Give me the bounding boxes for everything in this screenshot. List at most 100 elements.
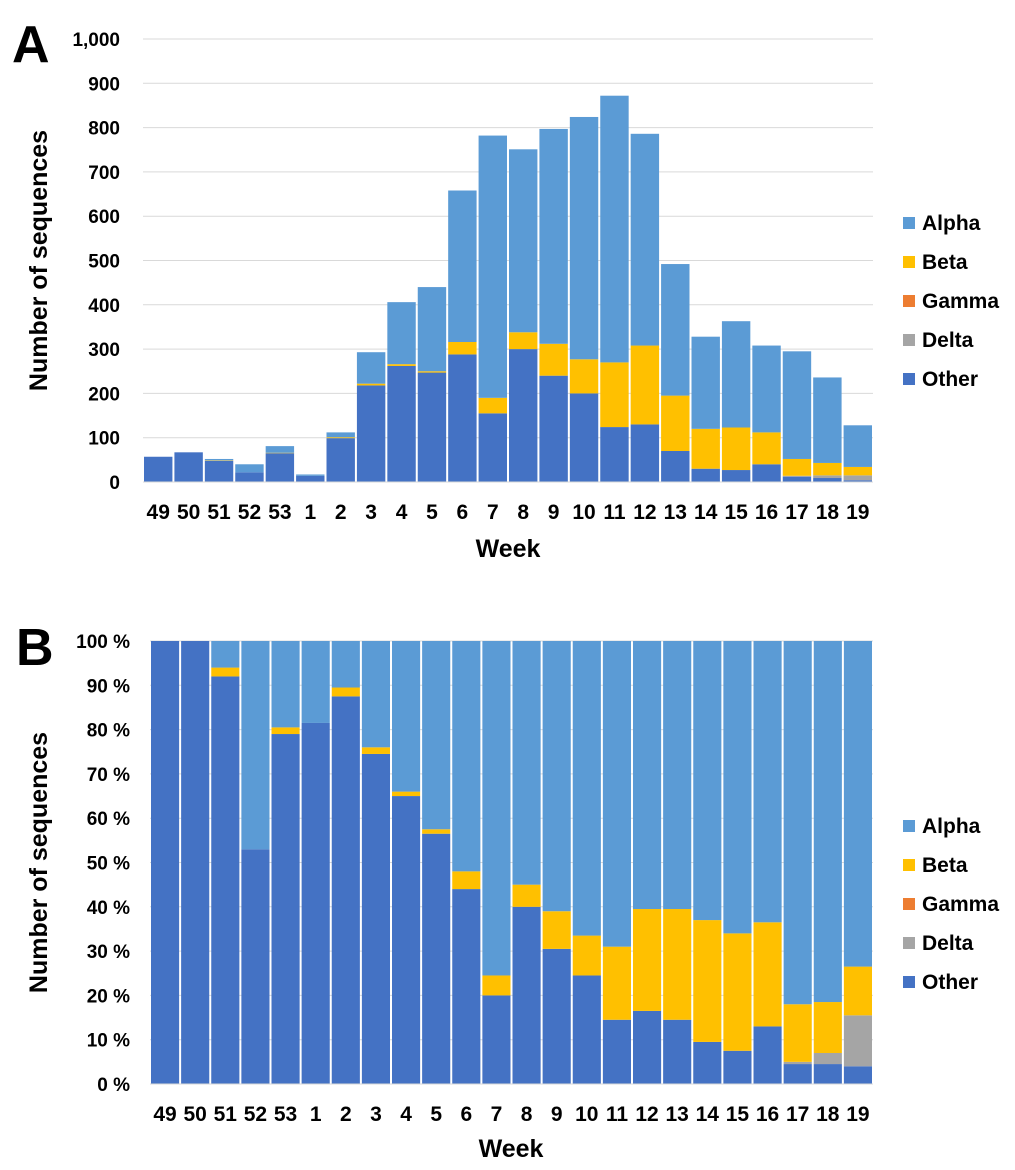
bar-other-week-53	[272, 734, 300, 1084]
bar-beta-week-11	[600, 362, 628, 427]
x-tick-label: 5	[426, 501, 438, 524]
bar-alpha-week-11	[600, 96, 628, 363]
x-tick-label: 7	[491, 1103, 503, 1126]
y-tick-label: 50 %	[87, 854, 130, 875]
bar-beta-week-9	[543, 911, 571, 949]
bar-other-week-8	[509, 349, 537, 482]
bar-alpha-week-1	[302, 641, 330, 723]
y-tick-label: 700	[88, 163, 120, 184]
bar-beta-week-17	[783, 459, 811, 476]
bar-alpha-week-9	[539, 129, 567, 344]
bar-other-week-19	[844, 1066, 872, 1084]
bar-beta-week-14	[693, 920, 721, 1042]
x-tick-label: 13	[666, 1103, 689, 1126]
x-axis-title: Week	[479, 1135, 544, 1163]
x-tick-label: 18	[816, 501, 840, 524]
x-tick-label: 16	[756, 1103, 779, 1126]
bar-other-week-10	[570, 393, 598, 482]
y-tick-label: 100 %	[76, 632, 130, 653]
bar-beta-week-51	[211, 668, 239, 677]
x-tick-label: 53	[268, 501, 291, 524]
x-tick-label: 50	[177, 501, 200, 524]
x-tick-label: 9	[548, 501, 560, 524]
x-tick-label: 9	[551, 1103, 563, 1126]
x-tick-label: 3	[370, 1103, 382, 1126]
legend-swatch-gamma	[903, 295, 915, 307]
x-tick-label: 16	[755, 501, 778, 524]
bar-alpha-week-8	[509, 149, 537, 332]
bar-delta-week-17	[783, 476, 811, 477]
panel-letter: A	[12, 16, 50, 74]
bar-other-week-7	[479, 413, 507, 482]
legend-swatch-alpha	[903, 217, 915, 229]
x-tick-label: 6	[457, 501, 469, 524]
legend-label-beta: Beta	[922, 251, 968, 274]
bar-beta-week-6	[452, 871, 480, 889]
y-tick-label: 0	[109, 473, 120, 494]
bar-alpha-week-4	[392, 641, 420, 792]
x-tick-label: 3	[365, 501, 377, 524]
x-tick-label: 6	[460, 1103, 472, 1126]
bar-other-week-15	[723, 1051, 751, 1084]
bar-other-week-11	[600, 427, 628, 482]
legend-label-gamma: Gamma	[922, 893, 999, 916]
bar-other-week-18	[813, 478, 841, 482]
bar-other-week-10	[573, 975, 601, 1084]
bar-alpha-week-19	[844, 641, 872, 967]
bar-alpha-week-18	[813, 377, 841, 462]
bar-other-week-50	[174, 452, 202, 482]
x-tick-label: 18	[816, 1103, 840, 1126]
y-tick-label: 600	[88, 207, 120, 228]
bar-alpha-week-10	[573, 641, 601, 936]
bar-alpha-week-17	[783, 351, 811, 459]
x-tick-label: 14	[694, 501, 718, 524]
x-tick-label: 8	[521, 1103, 533, 1126]
bar-other-week-4	[387, 366, 415, 482]
bar-beta-week-7	[482, 975, 510, 995]
legend-label-beta: Beta	[922, 854, 968, 877]
x-tick-label: 19	[846, 501, 869, 524]
bar-alpha-week-9	[543, 641, 571, 911]
y-tick-label: 200	[88, 384, 120, 405]
x-tick-label: 15	[726, 1103, 750, 1126]
bar-other-week-14	[693, 1042, 721, 1084]
x-tick-label: 17	[786, 1103, 809, 1126]
y-axis-title: Number of sequences	[25, 130, 53, 391]
x-tick-label: 8	[517, 501, 529, 524]
bar-other-week-51	[211, 676, 239, 1084]
bar-alpha-week-52	[235, 464, 263, 472]
bar-alpha-week-1	[296, 474, 324, 475]
bar-alpha-week-10	[570, 117, 598, 359]
bar-other-week-12	[633, 1011, 661, 1084]
bar-alpha-week-11	[603, 641, 631, 947]
x-tick-label: 10	[572, 501, 595, 524]
x-tick-label: 52	[238, 501, 261, 524]
bar-other-week-51	[205, 461, 233, 482]
bar-alpha-week-19	[844, 425, 872, 467]
bar-beta-week-18	[813, 463, 841, 475]
x-tick-label: 11	[603, 501, 626, 524]
bar-beta-week-12	[633, 909, 661, 1011]
x-tick-label: 51	[207, 501, 231, 524]
panel-letter: B	[16, 619, 54, 677]
bar-other-week-6	[452, 889, 480, 1084]
x-tick-label: 49	[147, 501, 170, 524]
bar-alpha-week-53	[272, 641, 300, 727]
bar-beta-week-9	[539, 344, 567, 376]
bar-alpha-week-13	[661, 264, 689, 396]
legend-swatch-gamma	[903, 898, 915, 910]
bar-alpha-week-12	[633, 641, 661, 909]
bar-alpha-week-8	[513, 641, 541, 885]
bar-beta-week-19	[844, 467, 872, 475]
bar-alpha-week-18	[814, 641, 842, 1002]
y-tick-label: 40 %	[87, 898, 130, 919]
bar-alpha-week-15	[722, 321, 750, 427]
bar-alpha-week-52	[241, 641, 269, 849]
bar-beta-week-4	[392, 792, 420, 796]
x-tick-label: 13	[664, 501, 687, 524]
y-tick-label: 30 %	[87, 942, 130, 963]
x-tick-label: 10	[575, 1103, 598, 1126]
bar-alpha-week-51	[211, 641, 239, 668]
bar-alpha-week-3	[357, 352, 385, 383]
